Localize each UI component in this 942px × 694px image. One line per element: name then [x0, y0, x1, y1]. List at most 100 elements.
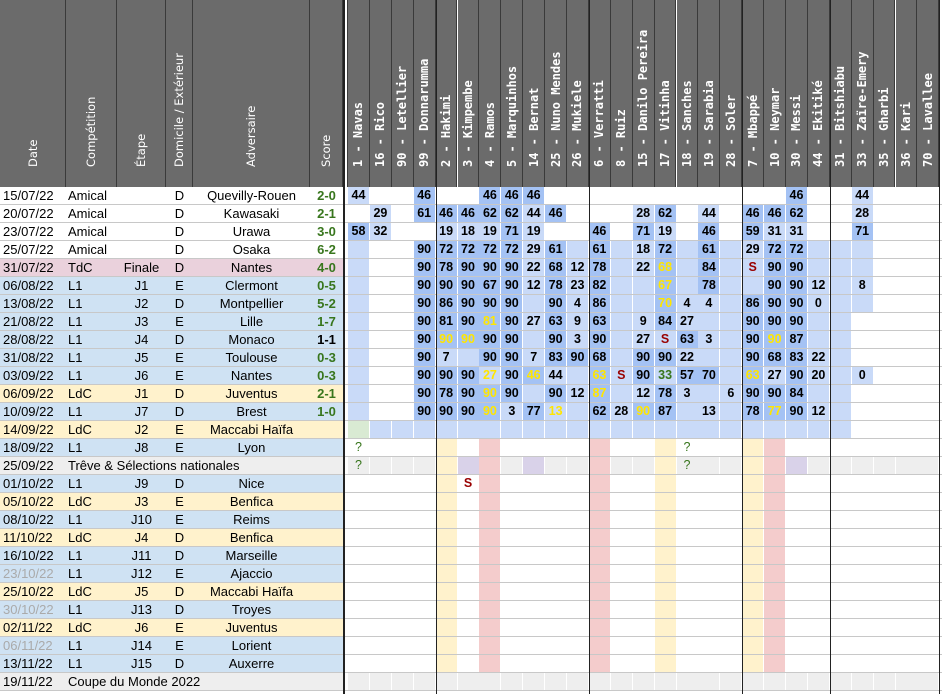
player-minutes-cell[interactable] [720, 655, 742, 672]
player-minutes-cell[interactable]: 90 [435, 331, 457, 348]
player-minutes-cell[interactable] [742, 493, 764, 510]
player-minutes-cell[interactable]: 62 [786, 205, 807, 222]
player-minutes-cell[interactable] [698, 457, 720, 474]
player-minutes-cell[interactable] [895, 529, 917, 546]
player-minutes-cell[interactable]: 29 [369, 205, 391, 222]
player-minutes-cell[interactable] [829, 457, 851, 474]
player-minutes-cell[interactable] [807, 313, 829, 330]
score-cell[interactable]: 3-0 [317, 224, 336, 239]
score-cell[interactable] [310, 583, 343, 601]
player-minutes-cell[interactable] [435, 583, 457, 600]
player-minutes-cell[interactable] [742, 529, 764, 546]
date-cell[interactable]: 08/10/22 [3, 512, 54, 527]
stage-cell[interactable]: J11 [131, 548, 152, 563]
player-minutes-cell[interactable] [917, 565, 939, 582]
opponent-cell[interactable]: Lorient [231, 638, 272, 653]
player-minutes-cell[interactable] [588, 205, 610, 222]
player-minutes-cell[interactable] [369, 565, 391, 582]
player-minutes-cell[interactable] [895, 601, 917, 618]
player-minutes-cell[interactable]: 28 [851, 205, 873, 222]
player-minutes-cell[interactable] [369, 511, 391, 528]
player-minutes-cell[interactable]: 72 [435, 241, 457, 258]
player-minutes-cell[interactable] [435, 475, 457, 492]
date-cell[interactable]: 13/08/22 [3, 296, 54, 311]
player-minutes-cell[interactable] [851, 385, 873, 402]
player-minutes-cell[interactable] [391, 331, 413, 348]
player-minutes-cell[interactable]: 46 [588, 223, 610, 240]
player-minutes-cell[interactable] [588, 457, 610, 474]
player-minutes-cell[interactable] [501, 511, 523, 528]
player-minutes-cell[interactable] [501, 529, 523, 546]
player-minutes-cell[interactable] [369, 457, 391, 474]
player-minutes-cell[interactable] [413, 475, 435, 492]
player-minutes-cell[interactable]: 29 [742, 241, 764, 258]
player-minutes-cell[interactable] [501, 547, 523, 564]
player-minutes-cell[interactable] [698, 547, 720, 564]
player-minutes-cell[interactable] [807, 385, 829, 402]
player-minutes-cell[interactable] [764, 673, 786, 690]
player-minutes-cell[interactable] [720, 457, 742, 474]
player-minutes-cell[interactable] [435, 619, 457, 636]
stage-cell[interactable]: J13 [131, 602, 152, 617]
player-minutes-cell[interactable] [545, 565, 567, 582]
score-cell[interactable] [310, 439, 343, 457]
player-minutes-cell[interactable] [851, 439, 873, 456]
player-minutes-cell[interactable] [742, 565, 764, 582]
player-minutes-cell[interactable] [610, 439, 632, 456]
player-minutes-cell[interactable] [720, 637, 742, 654]
player-minutes-cell[interactable] [479, 493, 501, 510]
score-cell[interactable]: 1-7 [317, 314, 336, 329]
player-minutes-cell[interactable] [413, 223, 435, 240]
player-minutes-cell[interactable] [786, 475, 807, 492]
player-minutes-cell[interactable] [720, 367, 742, 384]
player-minutes-cell[interactable] [917, 547, 939, 564]
player-minutes-cell[interactable]: 22 [523, 259, 545, 276]
opponent-cell[interactable]: Reims [233, 512, 270, 527]
player-minutes-cell[interactable] [632, 421, 654, 438]
home-away-cell[interactable]: E [175, 368, 184, 383]
player-minutes-cell[interactable]: 90 [545, 385, 567, 402]
player-minutes-cell[interactable]: 90 [501, 313, 523, 330]
player-minutes-cell[interactable]: 90 [501, 331, 523, 348]
score-cell[interactable]: 0-5 [317, 278, 336, 293]
date-cell[interactable]: 11/10/22 [3, 530, 53, 545]
player-minutes-cell[interactable] [698, 529, 720, 546]
player-minutes-cell[interactable] [676, 511, 698, 528]
player-minutes-cell[interactable]: 90 [786, 295, 807, 312]
player-minutes-cell[interactable] [391, 367, 413, 384]
player-minutes-cell[interactable] [698, 349, 720, 366]
player-minutes-cell[interactable] [457, 529, 479, 546]
player-minutes-cell[interactable] [523, 565, 545, 582]
home-away-cell[interactable]: D [174, 584, 185, 599]
player-minutes-cell[interactable] [764, 619, 786, 636]
player-minutes-cell[interactable] [545, 655, 567, 672]
player-minutes-cell[interactable] [895, 259, 917, 276]
player-minutes-cell[interactable] [873, 565, 895, 582]
player-minutes-cell[interactable] [610, 223, 632, 240]
player-minutes-cell[interactable]: 90 [742, 313, 764, 330]
player-minutes-cell[interactable] [742, 583, 764, 600]
stage-cell[interactable]: J7 [134, 404, 149, 419]
opponent-cell[interactable]: Urawa [232, 224, 271, 239]
opponent-cell[interactable]: Maccabi Haïfa [209, 422, 294, 437]
player-minutes-cell[interactable] [588, 511, 610, 528]
player-minutes-cell[interactable] [786, 439, 807, 456]
player-minutes-cell[interactable] [895, 547, 917, 564]
score-cell[interactable] [310, 565, 343, 583]
player-minutes-cell[interactable] [435, 187, 457, 204]
player-column-header[interactable]: 1 - Navas [348, 0, 370, 187]
player-minutes-cell[interactable] [523, 511, 545, 528]
player-minutes-cell[interactable] [917, 673, 939, 690]
score-cell[interactable]: 5-2 [317, 296, 336, 311]
stage-cell[interactable]: J14 [131, 638, 152, 653]
player-minutes-cell[interactable] [654, 529, 676, 546]
opponent-cell[interactable]: Quevilly-Rouen [207, 188, 296, 203]
score-cell[interactable]: 2-0 [317, 188, 336, 203]
player-minutes-cell[interactable] [807, 421, 829, 438]
player-minutes-cell[interactable] [676, 655, 698, 672]
stage-cell[interactable]: Finale [123, 260, 160, 275]
player-minutes-cell[interactable]: 86 [435, 295, 457, 312]
stage-cell[interactable] [117, 223, 166, 241]
player-minutes-cell[interactable]: 90 [457, 295, 479, 312]
player-minutes-cell[interactable]: 3 [501, 403, 523, 420]
